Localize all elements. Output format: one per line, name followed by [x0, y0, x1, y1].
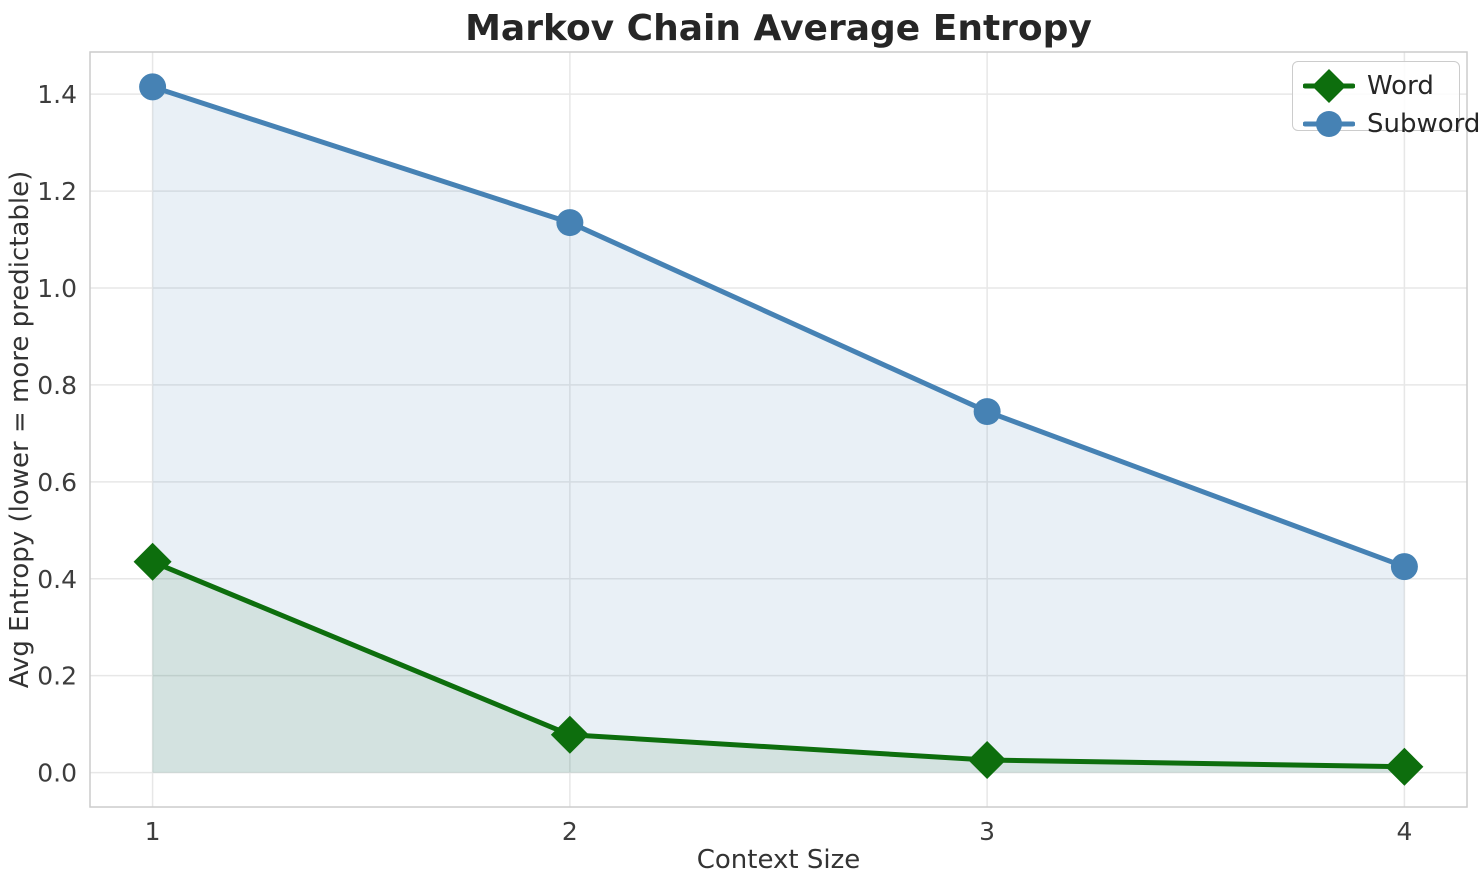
- word-area-fill: [152, 561, 1405, 773]
- legend-item-subword: Subword: [1303, 105, 1480, 143]
- y-tick-label: 1.0: [37, 274, 77, 303]
- legend-label-subword: Subword: [1367, 109, 1481, 139]
- word-marker: [550, 715, 589, 754]
- subword-legend-glyph: [1303, 111, 1355, 137]
- y-tick-label: 1.4: [37, 80, 77, 109]
- word-line: [150, 559, 1407, 770]
- word-marker: [133, 542, 172, 581]
- subword-marker: [139, 73, 167, 101]
- legend-item-word: Word: [1303, 67, 1449, 105]
- y-tick-label: 0.2: [37, 662, 77, 691]
- x-axis-label: Context Size: [697, 845, 861, 875]
- y-tick-label: 0.0: [37, 759, 77, 788]
- legend-circle-marker-icon: [1316, 111, 1342, 137]
- x-tick-label: 1: [145, 817, 161, 846]
- subword-series-swatch: [1303, 105, 1355, 143]
- y-tick-label: 1.2: [37, 177, 77, 206]
- x-tick-label: 3: [979, 817, 995, 846]
- legend-label-word: Word: [1367, 71, 1434, 101]
- legend: Word Subword: [1292, 61, 1480, 137]
- y-axis-label: Avg Entropy (lower = more predictable): [5, 171, 35, 689]
- word-marker: [1385, 747, 1424, 786]
- y-tick-label: 0.6: [37, 468, 77, 497]
- subword-marker: [556, 209, 584, 237]
- plot-border: [89, 51, 1468, 808]
- word-series-swatch: [1303, 67, 1355, 105]
- x-tick-label: 4: [1396, 817, 1412, 846]
- word-marker: [968, 740, 1007, 779]
- word-legend-glyph: [1303, 69, 1355, 103]
- subword-marker: [973, 398, 1001, 426]
- plot-area: [90, 52, 1467, 807]
- y-tick-label: 0.8: [37, 371, 77, 400]
- chart-title: Markov Chain Average Entropy: [465, 8, 1092, 49]
- subword-area-fill: [152, 86, 1405, 773]
- subword-line: [150, 84, 1407, 570]
- x-tick-label: 2: [562, 817, 578, 846]
- subword-marker: [1390, 553, 1418, 581]
- y-tick-label: 0.4: [37, 565, 77, 594]
- legend-diamond-marker-icon: [1312, 69, 1346, 103]
